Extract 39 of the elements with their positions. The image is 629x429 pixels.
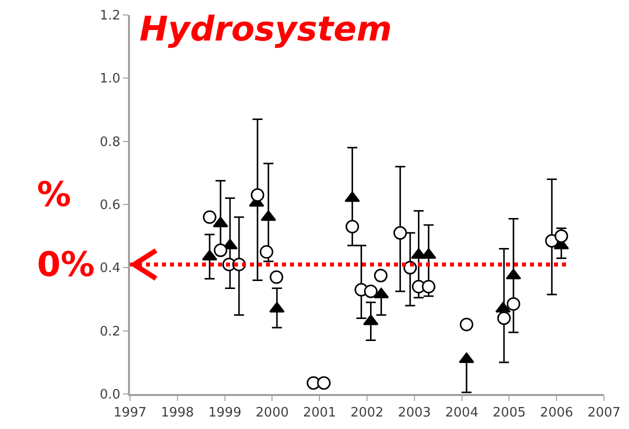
x-tick-label: 2005 <box>492 406 526 421</box>
point <box>202 210 216 224</box>
point <box>374 288 389 298</box>
point <box>364 284 378 298</box>
y-tick-label: 0.4 <box>100 261 120 276</box>
point <box>260 245 274 259</box>
x-tick-label: 2004 <box>445 406 478 421</box>
y-tick-label: 1.0 <box>100 72 120 87</box>
point <box>460 318 474 332</box>
text: 0% <box>37 245 95 285</box>
point <box>344 191 360 202</box>
point <box>270 270 284 284</box>
point <box>554 229 568 243</box>
point <box>250 188 264 202</box>
y-tick-label: 0.2 <box>100 324 120 340</box>
x-tick-label: 2007 <box>587 406 621 421</box>
x-tick-label: 2003 <box>398 406 431 421</box>
point <box>346 220 360 234</box>
x-tick-label: 1999 <box>208 406 242 421</box>
y-tick-label: 1.2 <box>100 8 120 24</box>
point <box>497 311 511 325</box>
y-tick-label: 0.8 <box>100 134 120 150</box>
point <box>506 297 520 311</box>
y-tick-label: 0.0 <box>100 388 120 403</box>
x-tick-label: 2006 <box>540 406 574 421</box>
x-tick-label: 1997 <box>113 406 147 421</box>
point <box>422 280 436 294</box>
x-tick-label: 1998 <box>160 406 194 421</box>
chart-title: Hydrosystem <box>139 10 392 50</box>
x-tick-label: 2002 <box>350 406 384 421</box>
point <box>393 226 407 240</box>
point <box>363 314 378 326</box>
x-tick-label: 2000 <box>256 406 289 421</box>
y-tick-label: 0.6 <box>100 198 120 214</box>
text: % <box>37 175 72 215</box>
x-tick-label: 2001 <box>303 406 336 421</box>
point <box>214 244 228 258</box>
point <box>374 268 388 282</box>
point <box>317 376 331 390</box>
